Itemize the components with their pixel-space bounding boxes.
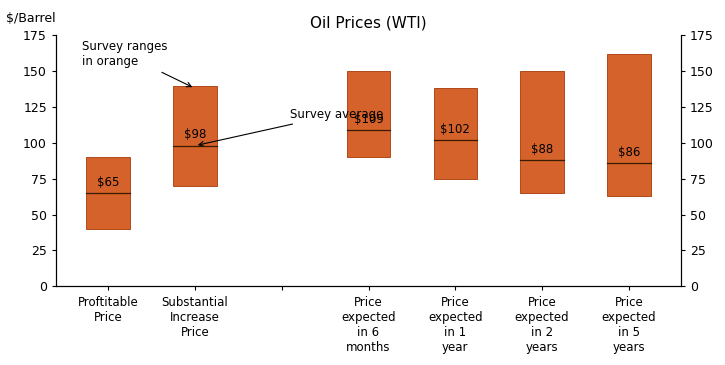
Text: $98: $98: [183, 128, 206, 141]
Bar: [434, 88, 477, 179]
Bar: [521, 71, 564, 193]
Text: Survey average: Survey average: [199, 108, 384, 146]
Text: $88: $88: [531, 143, 553, 156]
Text: Survey ranges
in orange: Survey ranges in orange: [82, 40, 191, 87]
Text: $102: $102: [440, 123, 471, 136]
Bar: [347, 71, 390, 157]
Bar: [86, 157, 130, 229]
Text: $86: $86: [618, 146, 640, 159]
Text: $109: $109: [354, 113, 384, 126]
Text: $/Barrel: $/Barrel: [6, 12, 56, 25]
Text: $65: $65: [97, 176, 120, 189]
Bar: [608, 54, 650, 196]
Bar: [173, 85, 217, 186]
Title: Oil Prices (WTI): Oil Prices (WTI): [310, 15, 427, 30]
